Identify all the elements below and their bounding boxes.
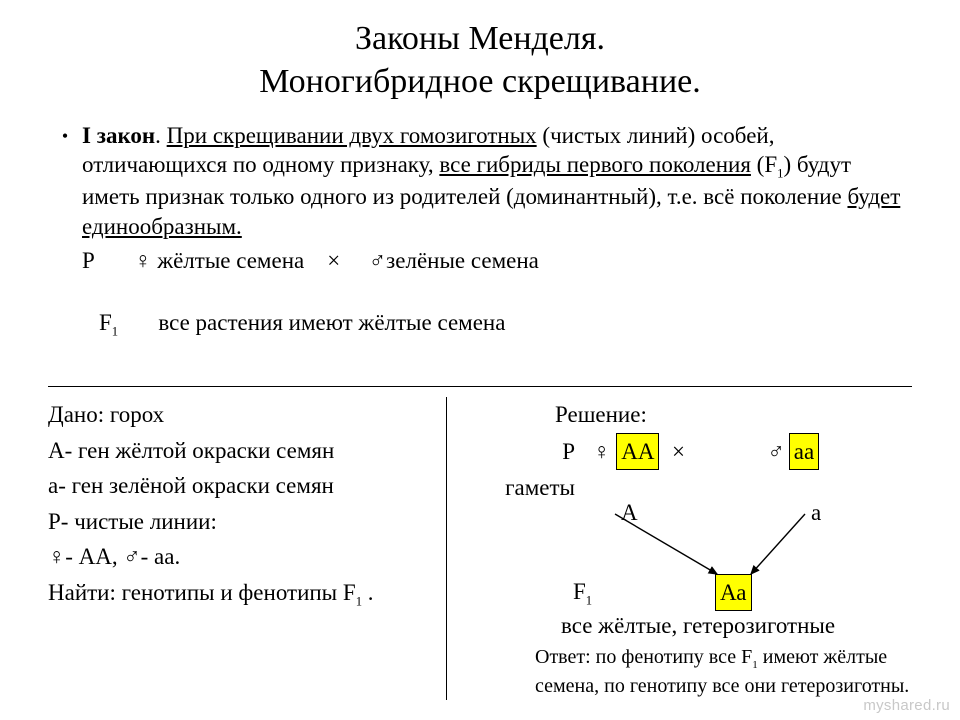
- given-a-recessive: а- ген зелёной окраски семян: [48, 468, 438, 504]
- p-label: Р: [465, 434, 593, 470]
- law-lead: I закон: [82, 123, 155, 148]
- watermark: myshared.ru: [863, 697, 950, 714]
- law-seg-4: (F: [751, 152, 777, 177]
- find-post: .: [362, 580, 374, 605]
- f1-prefix: F: [99, 310, 112, 335]
- given-column: Дано: горох А- ген жёлтой окраски семян …: [48, 397, 447, 700]
- bullet-icon: •: [48, 121, 82, 148]
- law-underline-1: При скрещивании двух гомозиготных: [167, 123, 537, 148]
- lower-columns: Дано: горох А- ген жёлтой окраски семян …: [48, 397, 912, 700]
- gametes-label: гаметы: [465, 470, 593, 506]
- cross-symbol: ×: [659, 434, 697, 470]
- given-title: Дано: горох: [48, 397, 438, 433]
- find-pre: Найти: генотипы и фенотипы F: [48, 580, 356, 605]
- solution-title: Решение:: [465, 397, 912, 433]
- f1-genotype: Аа: [715, 574, 752, 612]
- solution-gametes-row: гаметы А а: [465, 470, 912, 506]
- solution-p-row: Р ♀ АА × ♂ аа: [465, 433, 912, 471]
- law-bullet: • I закон. При скрещивании двух гомозиго…: [48, 121, 912, 241]
- f1-suffix: все растения имеют жёлтые семена: [118, 310, 505, 335]
- male-symbol: ♂: [767, 434, 784, 470]
- f1-phenotype: все жёлтые, гетерозиготные: [561, 608, 835, 644]
- divider: [48, 386, 912, 387]
- title-line-2: Моногибридное скрещивание.: [259, 63, 700, 100]
- answer-mid: имеют жёлтые: [758, 646, 887, 668]
- answer-block: Ответ: по фенотипу все F1 имеют жёлтые с…: [465, 644, 912, 700]
- genotype-aa-dominant: АА: [616, 433, 659, 471]
- female-symbol: ♀: [593, 434, 610, 470]
- answer-line-2: семена, по генотипу все они гетерозиготн…: [535, 675, 909, 697]
- answer-pre: Ответ: по фенотипу все F: [535, 646, 752, 668]
- slide: Законы Менделя. Моногибридное скрещивани…: [0, 0, 960, 700]
- slide-title: Законы Менделя. Моногибридное скрещивани…: [48, 18, 912, 103]
- f1-label: F1: [573, 574, 592, 611]
- f1-line: F1 все растения имеют жёлтые семена: [48, 276, 912, 372]
- solution-column: Решение: Р ♀ АА × ♂ аа гаметы А: [447, 397, 912, 700]
- given-find: Найти: генотипы и фенотипы F1 .: [48, 575, 438, 612]
- law-text: I закон. При скрещивании двух гомозиготн…: [82, 121, 912, 241]
- given-p: Р- чистые линии:: [48, 504, 438, 540]
- given-a-dominant: А- ген жёлтой окраски семян: [48, 433, 438, 469]
- cross-diagram: F1 Аа все жёлтые, гетерозиготные: [465, 508, 912, 638]
- title-line-1: Законы Менделя.: [355, 20, 605, 57]
- law-underline-2: все гибриды первого поколения: [439, 152, 751, 177]
- p-line: P ♀ жёлтые семена × ♂зелёные семена: [48, 245, 912, 276]
- given-genotypes: ♀- АА, ♂- аа.: [48, 539, 438, 575]
- genotype-aa-recessive: аа: [789, 433, 819, 471]
